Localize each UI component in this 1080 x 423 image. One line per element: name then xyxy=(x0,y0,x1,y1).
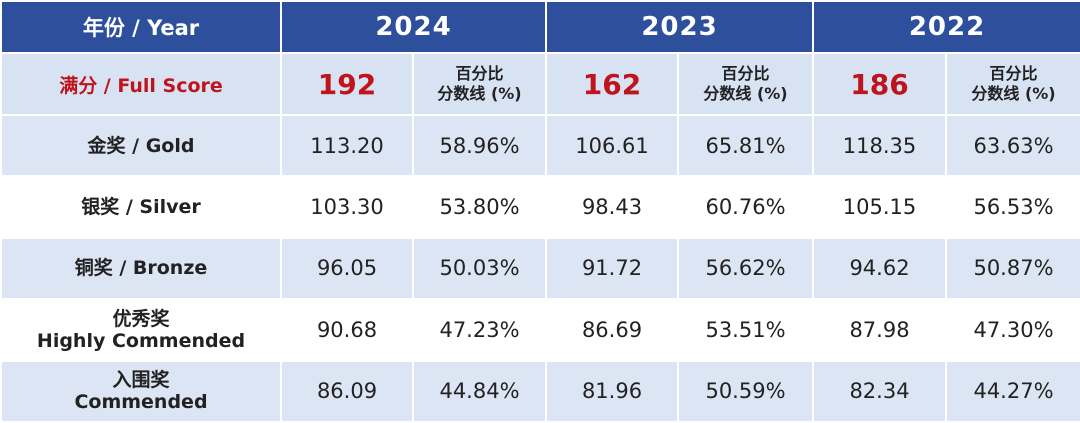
cell: 94.62 xyxy=(812,236,947,301)
pct-header-line: 百分比 xyxy=(721,64,770,84)
cell: 91.72 xyxy=(545,236,679,301)
data-row: 银奖 / Silver 103.30 53.80% 98.43 60.76% 105.15… xyxy=(0,175,1080,239)
cell: 44.27% xyxy=(945,359,1080,423)
cell: 56.62% xyxy=(677,236,814,301)
row-label: 铜奖 / Bronze xyxy=(0,236,282,301)
row-label-line: 铜奖 / Bronze xyxy=(74,257,208,280)
cell: 105.15 xyxy=(812,175,947,239)
data-row: 铜奖 / Bronze 96.05 50.03% 91.72 56.62% 94.62 50… xyxy=(0,236,1080,301)
year-header: 2024 xyxy=(280,0,547,55)
row-label: 金奖 / Gold xyxy=(0,113,282,178)
data-row: 入围奖 Commended 86.09 44.84% 81.96 50.59% 82.34 4… xyxy=(0,359,1080,423)
pct-header: 百分比 分数线 (%) xyxy=(945,52,1080,116)
row-label-line: 优秀奖 xyxy=(112,307,170,330)
cell: 103.30 xyxy=(280,175,414,239)
pct-header-line: 分数线 (%) xyxy=(971,84,1056,104)
cell: 96.05 xyxy=(280,236,414,301)
cell: 98.43 xyxy=(545,175,679,239)
full-score: 186 xyxy=(812,52,947,116)
header-row: 年份 / Year 2024 2023 2022 xyxy=(0,0,1080,55)
pct-header: 百分比 分数线 (%) xyxy=(412,52,547,116)
pct-header-line: 百分比 xyxy=(455,64,504,84)
cell: 106.61 xyxy=(545,113,679,178)
full-score: 162 xyxy=(545,52,679,116)
cell: 81.96 xyxy=(545,359,679,423)
cell: 63.63% xyxy=(945,113,1080,178)
cell: 113.20 xyxy=(280,113,414,178)
cell: 47.23% xyxy=(412,298,547,362)
cell: 50.87% xyxy=(945,236,1080,301)
cell: 90.68 xyxy=(280,298,414,362)
row-label: 入围奖 Commended xyxy=(0,359,282,423)
row-label-line: Highly Commended xyxy=(36,329,246,352)
cell: 65.81% xyxy=(677,113,814,178)
pct-header-line: 百分比 xyxy=(989,64,1038,84)
row-label-line: 金奖 / Gold xyxy=(87,134,195,157)
year-header: 2022 xyxy=(812,0,1080,55)
full-score-label: 满分 / Full Score xyxy=(0,52,282,116)
cell: 58.96% xyxy=(412,113,547,178)
cell: 56.53% xyxy=(945,175,1080,239)
data-row: 优秀奖 Highly Commended 90.68 47.23% 86.69 53.51… xyxy=(0,298,1080,362)
cell: 53.51% xyxy=(677,298,814,362)
cell: 118.35 xyxy=(812,113,947,178)
cell: 86.09 xyxy=(280,359,414,423)
row-label: 银奖 / Silver xyxy=(0,175,282,239)
cell: 53.80% xyxy=(412,175,547,239)
cell: 60.76% xyxy=(677,175,814,239)
row-label-line: 银奖 / Silver xyxy=(81,195,201,218)
cell: 82.34 xyxy=(812,359,947,423)
year-header: 2023 xyxy=(545,0,814,55)
pct-header-line: 分数线 (%) xyxy=(437,84,522,104)
cell: 47.30% xyxy=(945,298,1080,362)
full-score-row: 满分 / Full Score 192 百分比 分数线 (%) 162 百分比 分数线 (%… xyxy=(0,52,1080,116)
cell: 87.98 xyxy=(812,298,947,362)
cell: 86.69 xyxy=(545,298,679,362)
cell: 50.03% xyxy=(412,236,547,301)
data-row: 金奖 / Gold 113.20 58.96% 106.61 65.81% 118.35 6… xyxy=(0,113,1080,178)
row-label-line: 入围奖 xyxy=(112,369,170,392)
full-score: 192 xyxy=(280,52,414,116)
row-label: 优秀奖 Highly Commended xyxy=(0,298,282,362)
row-label-line: Commended xyxy=(74,391,208,414)
cell: 44.84% xyxy=(412,359,547,423)
cell: 50.59% xyxy=(677,359,814,423)
pct-header-line: 分数线 (%) xyxy=(703,84,788,104)
pct-header: 百分比 分数线 (%) xyxy=(677,52,814,116)
header-label: 年份 / Year xyxy=(0,0,282,55)
